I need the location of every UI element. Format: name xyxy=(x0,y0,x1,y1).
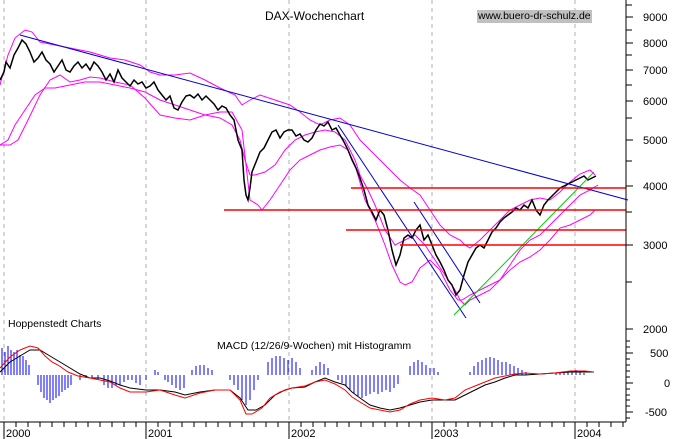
macd-histogram xyxy=(1,346,585,405)
x-axis xyxy=(0,421,626,439)
svg-text:500: 500 xyxy=(650,348,668,360)
signal-line xyxy=(0,345,595,415)
svg-text:-500: -500 xyxy=(645,407,667,419)
svg-text:3000: 3000 xyxy=(643,240,667,252)
uptrend-line xyxy=(453,171,595,316)
svg-text:7000: 7000 xyxy=(643,65,667,77)
bollinger-bands xyxy=(0,29,599,306)
svg-text:8000: 8000 xyxy=(643,38,667,50)
chart-credit: Hoppenstedt Charts xyxy=(8,318,102,330)
svg-text:6000: 6000 xyxy=(643,96,667,108)
x-tick-labels: 2000 2001 2002 2003 2004 xyxy=(6,428,601,439)
year-gridlines xyxy=(3,0,576,422)
macd-title: MACD (12/26/9-Wochen) mit Histogramm xyxy=(217,340,412,352)
svg-text:2003: 2003 xyxy=(434,428,458,439)
svg-text:0: 0 xyxy=(664,378,670,390)
svg-text:2002: 2002 xyxy=(291,428,315,439)
source-url-badge: www.buero-dr-schulz.de xyxy=(477,10,592,23)
svg-text:4000: 4000 xyxy=(643,181,667,193)
support-resistance-lines xyxy=(224,187,626,246)
svg-text:2001: 2001 xyxy=(148,428,172,439)
svg-text:5000: 5000 xyxy=(643,135,667,147)
channel-lines xyxy=(337,124,481,319)
svg-text:2004: 2004 xyxy=(577,428,601,439)
y-tick-labels: 9000 8000 7000 6000 5000 4000 3000 2000 … xyxy=(643,12,670,419)
svg-text:9000: 9000 xyxy=(643,12,667,24)
downtrend-line xyxy=(19,34,629,201)
y-axis xyxy=(625,0,633,422)
chart-title: DAX-Wochenchart xyxy=(265,9,365,23)
svg-text:2000: 2000 xyxy=(6,428,30,439)
svg-text:2000: 2000 xyxy=(643,324,667,336)
macd-line xyxy=(0,349,594,411)
